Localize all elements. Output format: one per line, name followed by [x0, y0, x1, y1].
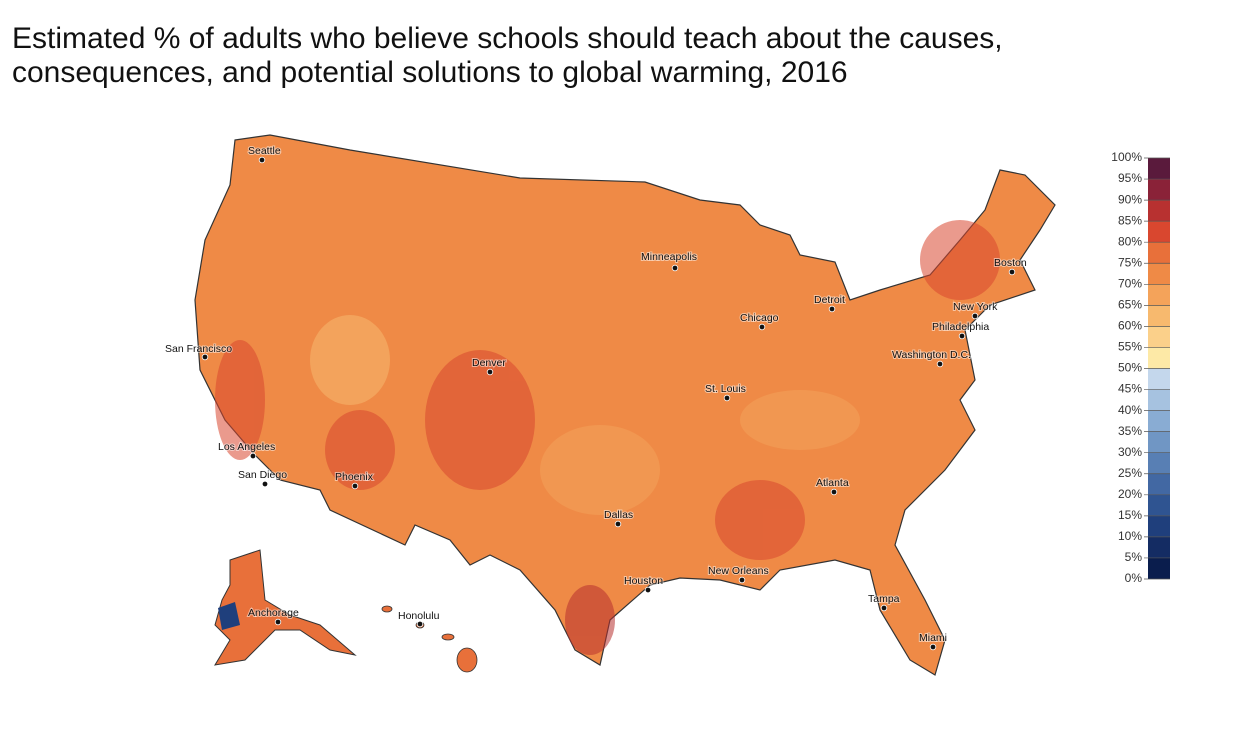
city-label: San Diego — [238, 469, 287, 481]
city-dot — [929, 643, 937, 651]
city-label: Phoenix — [335, 471, 374, 483]
legend-swatch — [1148, 200, 1170, 222]
city-label: Detroit — [814, 294, 845, 306]
legend-tick-label: 80% — [1118, 234, 1142, 248]
legend-swatch — [1148, 410, 1170, 432]
city-label: San Francisco — [165, 343, 232, 355]
legend-tick-label: 5% — [1125, 550, 1143, 564]
legend-tick-label: 65% — [1118, 298, 1142, 312]
legend-tick-label: 0% — [1125, 571, 1143, 585]
city-label: Minneapolis — [641, 251, 697, 263]
legend: 0% 5% 10% 15% 20% 25% 30% 35% 40% 45% 50% 55% 60% 65%… — [1111, 150, 1170, 585]
legend-swatch — [1148, 431, 1170, 453]
legend-swatch — [1148, 221, 1170, 243]
us-map — [194, 134, 1056, 676]
city-dot — [880, 604, 888, 612]
legend-swatch — [1148, 494, 1170, 516]
legend-tick-label: 70% — [1118, 276, 1142, 290]
city-label: Anchorage — [248, 607, 299, 619]
legend-tick-label: 30% — [1118, 445, 1142, 459]
city-dot — [249, 452, 257, 460]
city-dot — [958, 332, 966, 340]
city-dot — [258, 156, 266, 164]
city-label: St. Louis — [705, 383, 746, 395]
city-label: Washington D.C. — [892, 349, 971, 361]
city-dot — [936, 360, 944, 368]
city-label: New Orleans — [708, 565, 769, 577]
city-label: Dallas — [604, 509, 633, 521]
legend-swatch — [1148, 284, 1170, 306]
legend-swatch — [1148, 347, 1170, 369]
city-dot — [644, 586, 652, 594]
legend-tick-label: 45% — [1118, 382, 1142, 396]
legend-swatch — [1148, 536, 1170, 558]
city-label: Atlanta — [816, 477, 849, 489]
title-line: Estimated % of adults who believe school… — [12, 22, 1003, 55]
legend-swatch — [1148, 389, 1170, 411]
city-layer: Seattle Minneapolis Boston Detroit New York C… — [164, 144, 1028, 651]
alaska-region — [218, 602, 240, 630]
legend-tick-label: 100% — [1111, 150, 1142, 164]
legend-swatch — [1148, 305, 1170, 327]
city-label: Denver — [472, 357, 506, 369]
city-label: Philadelphia — [932, 321, 989, 333]
city-dot — [351, 482, 359, 490]
city-label: Seattle — [248, 145, 281, 157]
city-label: Honolulu — [398, 610, 440, 622]
contiguous-us — [194, 134, 1056, 676]
legend-tick-label: 60% — [1118, 319, 1142, 333]
city-dot — [738, 576, 746, 584]
city-label: New York — [953, 301, 998, 313]
legend-swatch — [1148, 473, 1170, 495]
regional-shading — [215, 220, 1000, 655]
legend-swatch — [1148, 179, 1170, 201]
alaska — [214, 549, 357, 666]
legend-swatch — [1148, 368, 1170, 390]
legend-tick-label: 25% — [1118, 466, 1142, 480]
legend-swatch — [1148, 263, 1170, 285]
city-dot — [971, 312, 979, 320]
city-label: Los Angeles — [218, 441, 275, 453]
legend-swatch — [1148, 242, 1170, 264]
city-dot — [828, 305, 836, 313]
legend-tick-label: 10% — [1118, 529, 1142, 543]
city-label: Boston — [994, 257, 1027, 269]
legend-swatch — [1148, 452, 1170, 474]
city-dot — [416, 620, 424, 628]
legend-tick-label: 85% — [1118, 213, 1142, 227]
legend-tick-label: 75% — [1118, 255, 1142, 269]
legend-tick-label: 15% — [1118, 508, 1142, 522]
city-dot — [830, 488, 838, 496]
legend-tick-label: 35% — [1118, 424, 1142, 438]
city-label: Chicago — [740, 312, 779, 324]
legend-swatch — [1148, 515, 1170, 537]
city-label: Tampa — [868, 593, 900, 605]
city-dot — [614, 520, 622, 528]
city-dot — [671, 264, 679, 272]
city-dot — [261, 480, 269, 488]
city-label: Houston — [624, 575, 663, 587]
city-dot — [486, 368, 494, 376]
city-dot — [758, 323, 766, 331]
legend-tick-label: 55% — [1118, 340, 1142, 354]
title-line: consequences, and potential solutions to… — [12, 56, 848, 89]
legend-swatch — [1148, 158, 1170, 180]
legend-tick-label: 50% — [1118, 361, 1142, 375]
city-dot — [1008, 268, 1016, 276]
legend-tick-label: 40% — [1118, 403, 1142, 417]
city-dot — [201, 353, 209, 361]
legend-swatch — [1148, 326, 1170, 348]
legend-tick-label: 95% — [1118, 171, 1142, 185]
legend-tick-label: 90% — [1118, 192, 1142, 206]
legend-tick-label: 20% — [1118, 487, 1142, 501]
city-label: Miami — [919, 632, 947, 644]
legend-swatch — [1148, 557, 1170, 579]
city-dot — [274, 618, 282, 626]
city-dot — [723, 394, 731, 402]
